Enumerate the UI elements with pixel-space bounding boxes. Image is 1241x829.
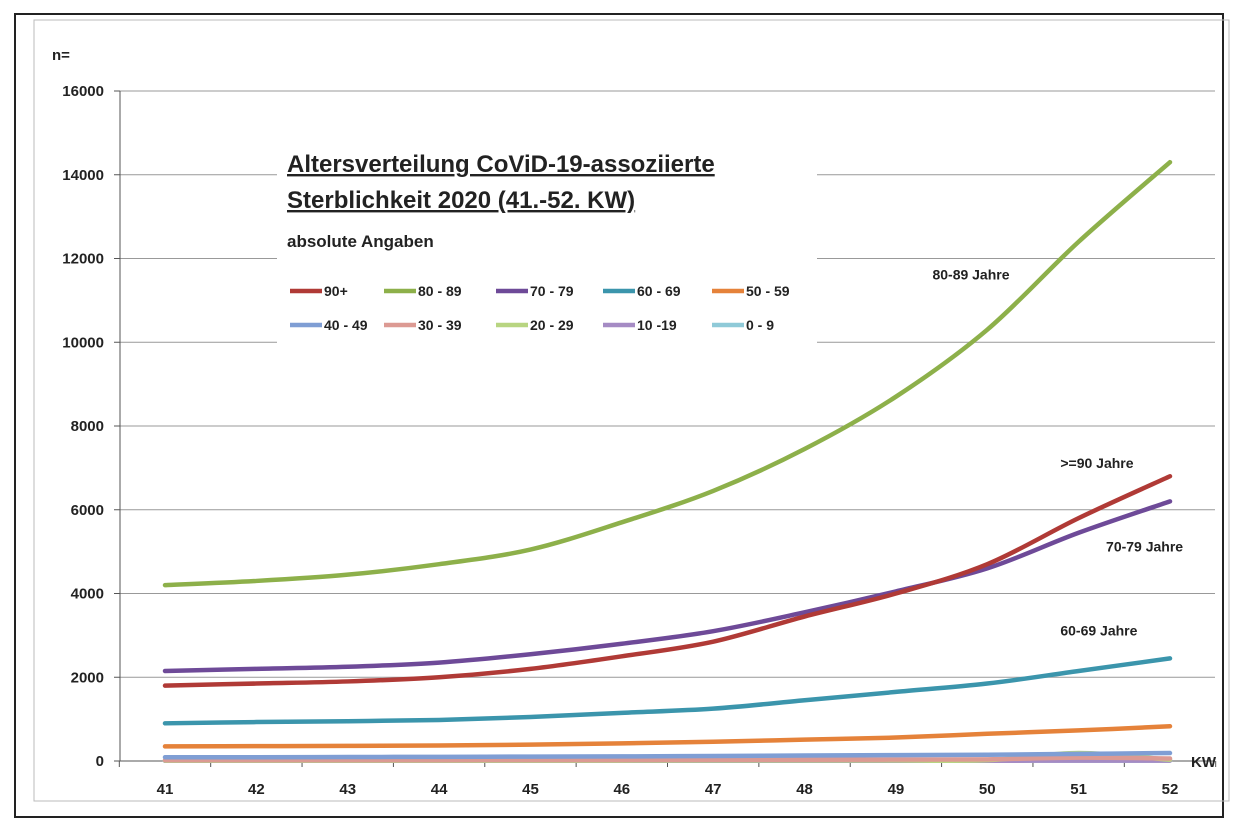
x-tick-label: 42 bbox=[248, 781, 265, 798]
series-line-50-59 bbox=[162, 723, 1173, 749]
x-tick-label: 43 bbox=[339, 781, 356, 798]
legend-label: 30 - 39 bbox=[418, 317, 462, 333]
legend-label: 90+ bbox=[324, 283, 348, 299]
legend-label: 20 - 29 bbox=[530, 317, 574, 333]
legend-label: 70 - 79 bbox=[530, 283, 574, 299]
y-tick-label: 0 bbox=[96, 753, 104, 770]
line-annotation: 70-79 Jahre bbox=[1106, 539, 1183, 555]
x-tick-label: 51 bbox=[1070, 781, 1087, 798]
x-tick-label: 48 bbox=[796, 781, 813, 798]
x-axis: 41 42 43 44 45 46 47 48 49 50 51 52 bbox=[118, 760, 1217, 798]
y-axis-label: n= bbox=[52, 47, 70, 64]
chart-title-line-1: Altersverteilung CoViD-19-assoziierte bbox=[287, 151, 715, 178]
y-tick-label: 12000 bbox=[62, 251, 104, 268]
legend-label: 0 - 9 bbox=[746, 317, 774, 333]
line-annotation: >=90 Jahre bbox=[1060, 455, 1133, 471]
legend: 90+ 80 - 89 70 - 79 60 - 69 50 - 59 40 - 49 30… bbox=[290, 283, 790, 333]
series-lines bbox=[162, 159, 1173, 764]
y-tick-label: 14000 bbox=[62, 167, 104, 184]
series-line-60-69 bbox=[162, 656, 1173, 726]
x-tick-label: 52 bbox=[1162, 781, 1179, 798]
x-tick-label: 47 bbox=[705, 781, 722, 798]
x-tick-label: 45 bbox=[522, 781, 539, 798]
series-line-40-49 bbox=[162, 750, 1173, 760]
y-tick-label: 2000 bbox=[71, 669, 104, 686]
legend-label: 50 - 59 bbox=[746, 283, 790, 299]
x-tick-label: 41 bbox=[157, 781, 174, 798]
y-axis: 0 2000 4000 6000 8000 10000 12000 14000 16000 bbox=[62, 83, 121, 770]
x-tick-label: 50 bbox=[979, 781, 996, 798]
legend-label: 40 - 49 bbox=[324, 317, 368, 333]
line-annotation: 60-69 Jahre bbox=[1060, 622, 1137, 638]
y-tick-label: 8000 bbox=[71, 418, 104, 435]
y-tick-label: 16000 bbox=[62, 83, 104, 100]
legend-label: 10 -19 bbox=[637, 317, 677, 333]
legend-label: 60 - 69 bbox=[637, 283, 681, 299]
y-tick-label: 4000 bbox=[71, 586, 104, 603]
chart-title-line-2: Sterblichkeit 2020 (41.-52. KW) bbox=[287, 187, 635, 214]
series-line-70-79 bbox=[162, 499, 1173, 674]
plot-area-border bbox=[33, 19, 1230, 802]
y-tick-label: 10000 bbox=[62, 334, 104, 351]
series-line-80-89 bbox=[162, 159, 1173, 588]
annotations: 80-89 Jahre >=90 Jahre 70-79 Jahre 60-69 Ja… bbox=[932, 266, 1183, 638]
x-tick-label: 44 bbox=[431, 781, 448, 798]
y-tick-label: 6000 bbox=[71, 502, 104, 519]
chart-frame bbox=[14, 13, 1224, 818]
series-line-90+ bbox=[162, 474, 1173, 688]
title-legend-box: Altersverteilung CoViD-19-assoziierte St… bbox=[277, 138, 817, 348]
chart-subtitle: absolute Angaben bbox=[287, 232, 434, 251]
title-background bbox=[277, 138, 817, 348]
legend-label: 80 - 89 bbox=[418, 283, 462, 299]
x-tick-label: 46 bbox=[613, 781, 630, 798]
x-axis-label: KW bbox=[1191, 754, 1217, 771]
series-line-30-39 bbox=[162, 755, 1173, 763]
x-tick-label: 49 bbox=[888, 781, 905, 798]
line-annotation: 80-89 Jahre bbox=[932, 266, 1009, 282]
